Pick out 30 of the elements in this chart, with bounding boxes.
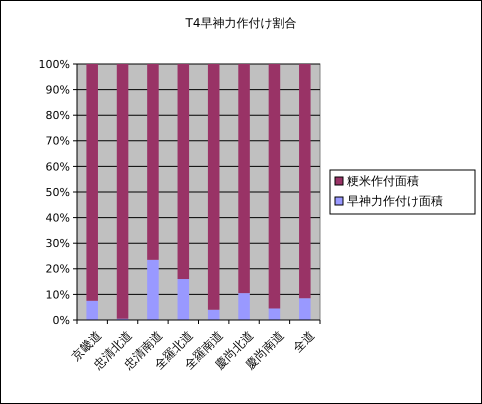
bar: [238, 64, 250, 294]
bar: [147, 64, 159, 260]
y-tick-label: 50%: [46, 186, 70, 199]
y-tick-label: 40%: [46, 211, 70, 224]
bar: [299, 298, 311, 320]
bar: [299, 64, 311, 298]
x-tick-label: 全道: [290, 328, 317, 356]
bar: [208, 310, 220, 320]
bar: [86, 64, 98, 301]
bar: [147, 260, 159, 320]
bar: [86, 300, 98, 320]
y-tick-label: 70%: [46, 134, 70, 148]
bar: [178, 279, 190, 320]
y-tick-label: 0%: [52, 314, 70, 327]
legend-label: 早神力作付け面積: [347, 194, 443, 208]
y-tick-label: 80%: [46, 109, 70, 122]
y-tick-label: 90%: [46, 83, 70, 96]
y-tick-label: 60%: [46, 160, 70, 174]
bar: [268, 64, 280, 308]
y-tick-label: 30%: [46, 237, 70, 250]
bar: [178, 64, 190, 280]
y-tick-label: 10%: [46, 288, 70, 302]
y-tick-label: 100%: [38, 58, 70, 71]
bar: [238, 293, 250, 320]
bar: [268, 308, 280, 320]
bar: [208, 64, 220, 310]
chart-title: T4早神力作付け割合: [184, 16, 296, 30]
bar: [116, 64, 128, 319]
legend-label: 粳米作付面積: [347, 174, 419, 188]
y-tick-label: 20%: [46, 262, 70, 276]
